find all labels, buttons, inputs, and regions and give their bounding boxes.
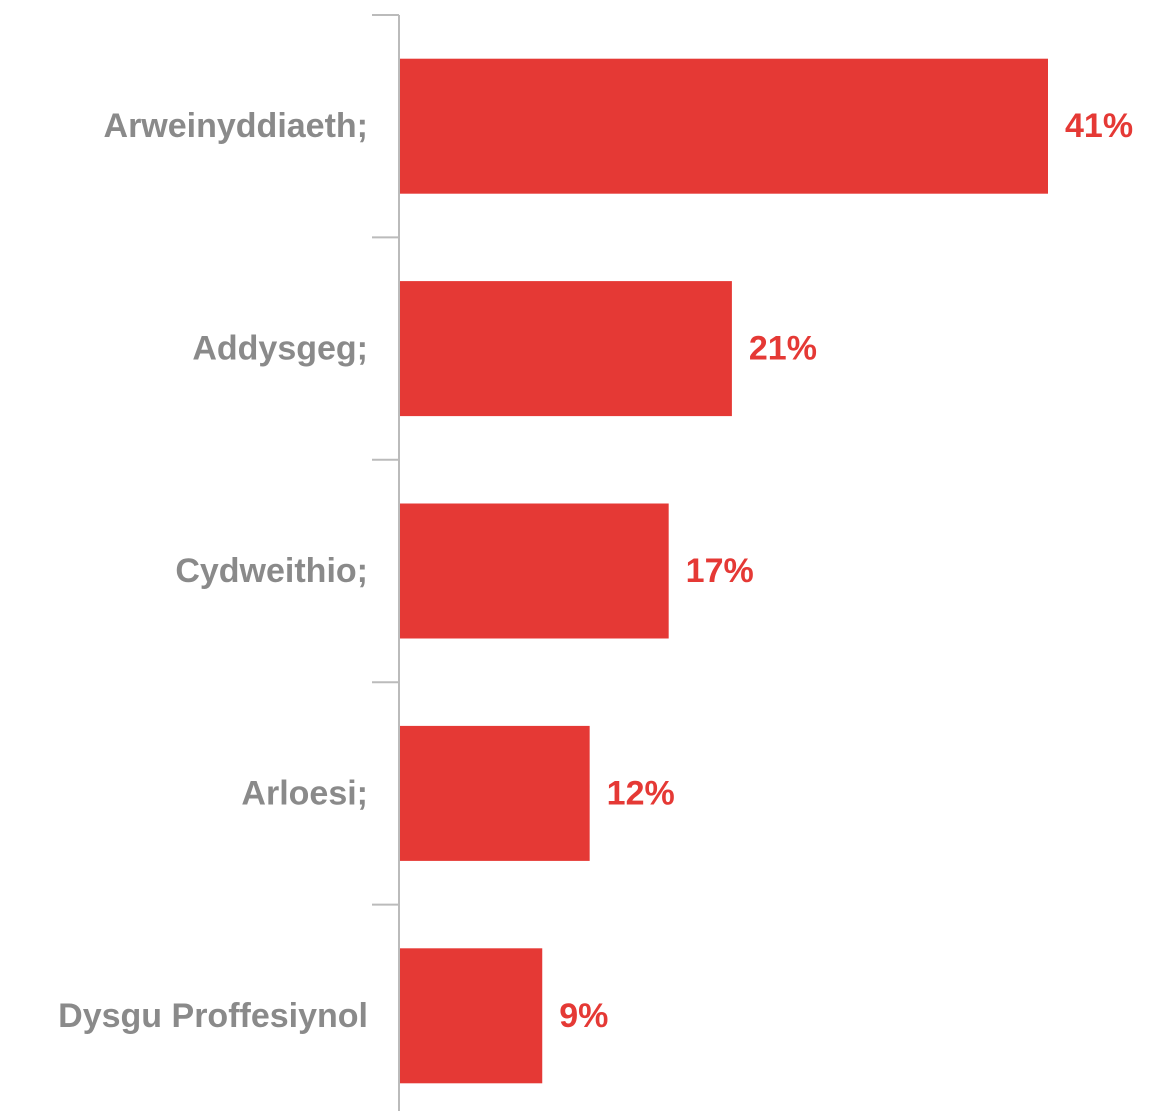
bar [400,58,1048,194]
category-label: Arloesi; [241,774,368,812]
category-label: Arweinyddiaeth; [104,107,368,145]
category-label: Dysgu Proffesiynol [58,997,368,1035]
category-label: Addysgeg; [192,330,368,368]
value-label: 21% [749,330,817,368]
value-label: 17% [686,552,754,590]
bar [400,503,669,639]
bar [400,725,590,861]
bar [400,948,543,1084]
category-label: Cydweithio; [175,552,368,590]
value-label: 12% [607,774,675,812]
value-label: 9% [559,997,608,1035]
value-label: 41% [1065,107,1133,145]
bar [400,281,732,417]
